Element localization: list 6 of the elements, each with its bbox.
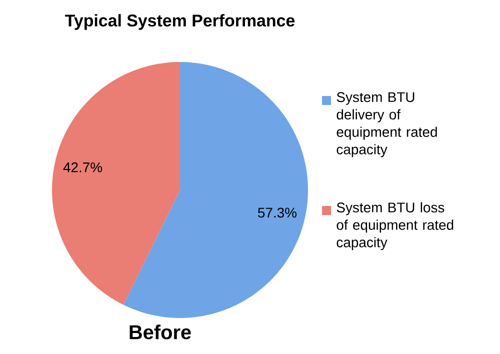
text: Before [130,324,191,340]
legend-label: System BTU loss of equipment rated capacity [336,202,454,250]
legend-label: System BTU delivery of equipment rated capacity [336,92,437,158]
chart-title: Typical System Performance [65,14,295,30]
data-label: 57.3% [258,208,297,218]
data-label: 42.7% [63,162,102,172]
